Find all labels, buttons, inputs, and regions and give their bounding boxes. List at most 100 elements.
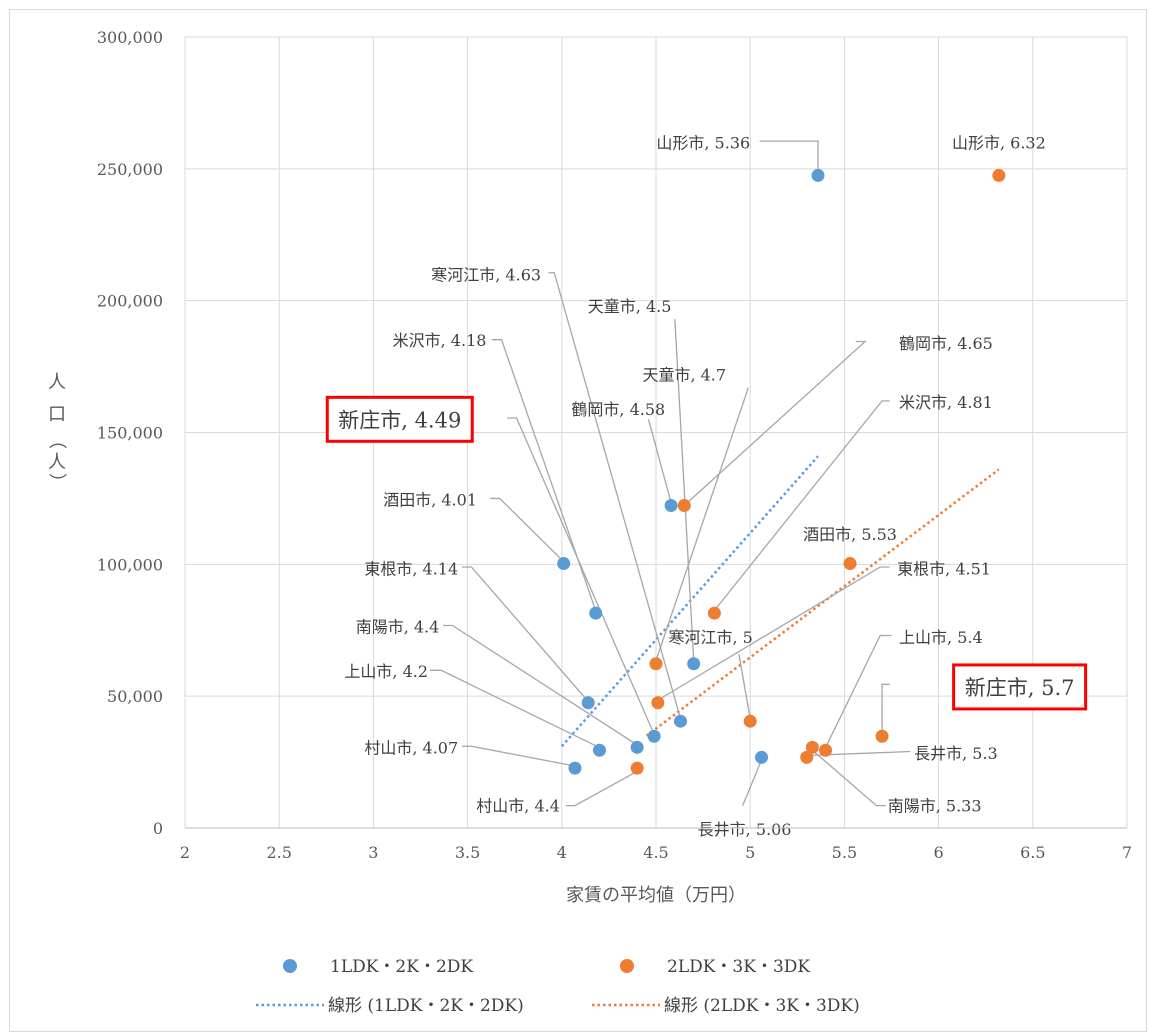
legend-label: 1LDK・2K・2DK xyxy=(330,957,473,977)
data-point xyxy=(651,696,665,710)
label-leader-line xyxy=(824,634,892,748)
data-point xyxy=(677,499,691,513)
data-point xyxy=(592,743,606,757)
data-point xyxy=(630,740,644,754)
data-label: 東根市, 4.51 xyxy=(897,559,991,578)
highlight-box xyxy=(952,663,1088,711)
label-leader-line xyxy=(548,272,682,719)
data-label: 長井市, 5.06 xyxy=(698,820,792,839)
y-tick-label: 300,000 xyxy=(97,28,163,47)
label-leader-line xyxy=(490,497,565,563)
data-point xyxy=(992,168,1006,182)
data-points xyxy=(557,168,1006,775)
y-tick-label: 0 xyxy=(153,819,163,838)
label-leader-line xyxy=(655,387,749,661)
x-tick-label: 4.5 xyxy=(643,843,668,862)
data-label: 米沢市, 4.18 xyxy=(393,331,487,350)
label-leader-line xyxy=(759,140,819,172)
label-leader-line xyxy=(461,745,576,767)
x-tick-label: 5 xyxy=(745,843,755,862)
data-label: 南陽市, 5.33 xyxy=(888,797,982,816)
data-point xyxy=(649,657,663,671)
label-leader-line xyxy=(507,417,655,735)
label-leader-line xyxy=(881,683,890,734)
label-leader-line xyxy=(713,400,890,611)
chart-frame xyxy=(9,9,1147,1032)
data-point xyxy=(581,696,595,710)
data-point xyxy=(707,606,721,620)
data-point xyxy=(647,729,661,743)
data-label: 米沢市, 4.81 xyxy=(899,393,993,412)
y-axis-title-char: ） xyxy=(46,473,67,491)
x-tick-label: 2.5 xyxy=(266,843,291,862)
data-label: 上山市, 5.4 xyxy=(899,628,983,647)
y-axis-title-char: （ xyxy=(46,431,67,449)
data-label: 南陽市, 4.4 xyxy=(356,617,440,636)
data-label: 上山市, 4.2 xyxy=(344,662,428,681)
data-label: 山形市, 6.32 xyxy=(952,133,1046,152)
data-label: 東根市, 4.14 xyxy=(364,559,458,578)
legend-label: 2LDK・3K・3DK xyxy=(667,957,810,977)
x-tick-label: 6.5 xyxy=(1020,843,1045,862)
data-point xyxy=(630,761,644,775)
data-point xyxy=(568,761,582,775)
label-leader-lines xyxy=(429,140,911,807)
data-label: 鶴岡市, 4.65 xyxy=(899,334,993,353)
highlight-label: 新庄市, 5.7 xyxy=(965,676,1075,700)
y-axis-title-char: 口 xyxy=(48,404,66,425)
label-leader-line xyxy=(565,770,638,807)
data-label: 酒田市, 5.53 xyxy=(803,525,897,544)
data-label: 酒田市, 4.01 xyxy=(383,491,477,510)
highlight-label: 新庄市, 4.49 xyxy=(338,408,461,432)
legend: 1LDK・2K・2DK 2LDK・3K・3DK 線形 (1LDK・2K・2DK) 線形… xyxy=(256,957,860,1016)
label-leader-line xyxy=(683,340,867,507)
label-leader-line xyxy=(738,653,751,719)
data-point xyxy=(800,750,814,764)
x-tick-label: 2 xyxy=(180,843,190,862)
data-point xyxy=(743,714,757,728)
data-point xyxy=(811,168,825,182)
data-point xyxy=(755,750,769,764)
trendlines xyxy=(560,455,1000,748)
y-tick-label: 100,000 xyxy=(97,555,163,574)
label-leader-line xyxy=(657,566,890,701)
data-label: 天童市, 4.5 xyxy=(588,297,672,316)
data-point xyxy=(589,606,603,620)
data-point xyxy=(875,729,889,743)
x-tick-label: 6 xyxy=(934,843,944,862)
x-tick-label: 4 xyxy=(557,843,567,862)
data-label: 天童市, 4.7 xyxy=(642,365,726,384)
legend-marker xyxy=(283,959,297,973)
data-point xyxy=(664,499,678,513)
label-leader-line xyxy=(429,669,600,749)
label-leader-line xyxy=(443,624,638,746)
data-point xyxy=(673,714,687,728)
data-label: 鶴岡市, 4.58 xyxy=(571,400,665,419)
y-tick-label: 50,000 xyxy=(107,687,163,706)
x-tick-label: 5.5 xyxy=(832,843,857,862)
data-point xyxy=(805,740,819,754)
data-label: 長井市, 5.3 xyxy=(914,744,998,763)
label-leader-line xyxy=(811,749,886,807)
data-label: 寒河江市, 4.63 xyxy=(431,265,541,284)
y-axis-title-char: 人 xyxy=(48,372,66,393)
x-axis-title: 家賃の平均値（万円） xyxy=(566,885,746,906)
highlight-box xyxy=(325,395,474,443)
data-point xyxy=(843,557,857,571)
data-label: 山形市, 5.36 xyxy=(656,133,750,152)
data-label: 寒河江市, 5 xyxy=(668,628,752,647)
label-leader-line xyxy=(742,759,763,806)
y-axis-title-char: 人 xyxy=(48,452,66,473)
x-tick-label: 3 xyxy=(368,843,378,862)
legend-marker xyxy=(620,959,634,973)
x-tick-label: 3.5 xyxy=(455,843,480,862)
axes: 2 2.5 3 3.5 4 4.5 5 5.5 6 6.5 7 0 50,000 100,000 150,0… xyxy=(46,28,1132,906)
x-tick-label: 7 xyxy=(1122,843,1132,862)
trendline xyxy=(645,468,1000,737)
label-leader-line xyxy=(461,566,589,702)
data-label: 村山市, 4.4 xyxy=(476,797,560,816)
data-labels: 山形市, 5.36 山形市, 6.32 寒河江市, 4.63 天童市, 4.5 米沢市,… xyxy=(325,133,1088,839)
legend-label: 線形 (1LDK・2K・2DK) xyxy=(328,996,524,1016)
legend-label: 線形 (2LDK・3K・3DK) xyxy=(664,996,860,1016)
